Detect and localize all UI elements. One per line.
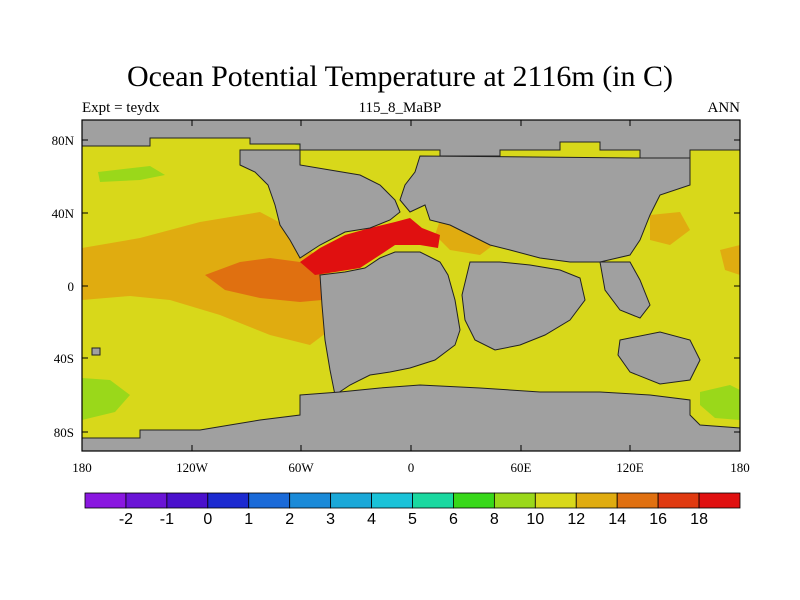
- experiment-label: Expt = teydx: [82, 100, 160, 116]
- colorbar-swatch: [493, 492, 536, 509]
- map-title: Ocean Potential Temperature at 2116m (in…: [126, 60, 674, 93]
- colorbar: [84, 492, 741, 509]
- colorbar-label: 0: [203, 511, 213, 528]
- colorbar-label: 1: [244, 511, 254, 528]
- colorbar-label: 14: [608, 511, 627, 528]
- colorbar-swatch: [248, 492, 291, 509]
- warm-band-14: [82, 212, 330, 345]
- colorbar-label: 2: [285, 511, 295, 528]
- lat-label-40s: 40S: [53, 351, 74, 366]
- land-masses: [81, 119, 741, 452]
- cold-patch-north-pacific: [98, 166, 165, 182]
- colorbar-label: -1: [159, 511, 174, 528]
- colorbar-swatch: [207, 492, 250, 509]
- colorbar-label: 16: [649, 511, 668, 528]
- lat-label-80n: 80N: [51, 133, 74, 148]
- colorbar-label: 18: [690, 511, 708, 528]
- lon-label-180w: 180: [72, 460, 92, 475]
- colorbar-swatch: [698, 492, 741, 509]
- colorbar-swatch: [575, 492, 618, 509]
- colorbar-swatch: [453, 492, 495, 509]
- colorbar-label: -2: [118, 511, 134, 528]
- lon-label-0: 0: [407, 460, 415, 475]
- lon-label-60e: 60E: [510, 460, 532, 475]
- time-label: 115_8_MaBP: [358, 100, 442, 116]
- colorbar-label: 4: [367, 511, 377, 528]
- colorbar-label: 8: [489, 511, 499, 528]
- warm-patch-14-east: [720, 245, 740, 275]
- tethys-band-14: [435, 220, 500, 255]
- colorbar-label: 3: [326, 511, 336, 528]
- lon-label-120e: 120E: [616, 460, 644, 475]
- colorbar-swatch: [371, 492, 413, 509]
- warm-core-16: [205, 258, 322, 302]
- lon-ticks: [81, 120, 631, 451]
- colorbar-swatch: [330, 492, 372, 509]
- lat-label-40n: 40N: [51, 206, 74, 221]
- lon-label-180e: 180: [730, 460, 750, 475]
- lat-label-80s: 80S: [53, 425, 74, 440]
- colorbar-swatch: [289, 492, 332, 509]
- lat-ticks: [82, 139, 740, 433]
- cold-patch-south-pacific-east: [700, 385, 740, 420]
- colorbar-swatch: [616, 492, 659, 509]
- lat-label-0: 0: [67, 279, 75, 294]
- colorbar-swatch: [125, 492, 168, 509]
- colorbar-label: 5: [408, 511, 417, 528]
- colorbar-label: 10: [526, 511, 545, 528]
- warm-patch-14-west: [650, 212, 690, 245]
- warm-core-18: [300, 218, 440, 275]
- colorbar-label: 12: [567, 511, 586, 528]
- colorbar-swatch: [166, 492, 209, 509]
- colorbar-label: 6: [448, 511, 458, 528]
- colorbar-swatch: [84, 492, 127, 509]
- lon-label-120w: 120W: [176, 460, 208, 475]
- colorbar-swatch: [534, 492, 577, 509]
- season-label: ANN: [707, 100, 741, 116]
- lon-label-60w: 60W: [288, 460, 314, 475]
- colorbar-swatch: [657, 492, 700, 509]
- cold-patch-south-pacific-west: [82, 378, 130, 420]
- colorbar-swatch: [412, 492, 454, 509]
